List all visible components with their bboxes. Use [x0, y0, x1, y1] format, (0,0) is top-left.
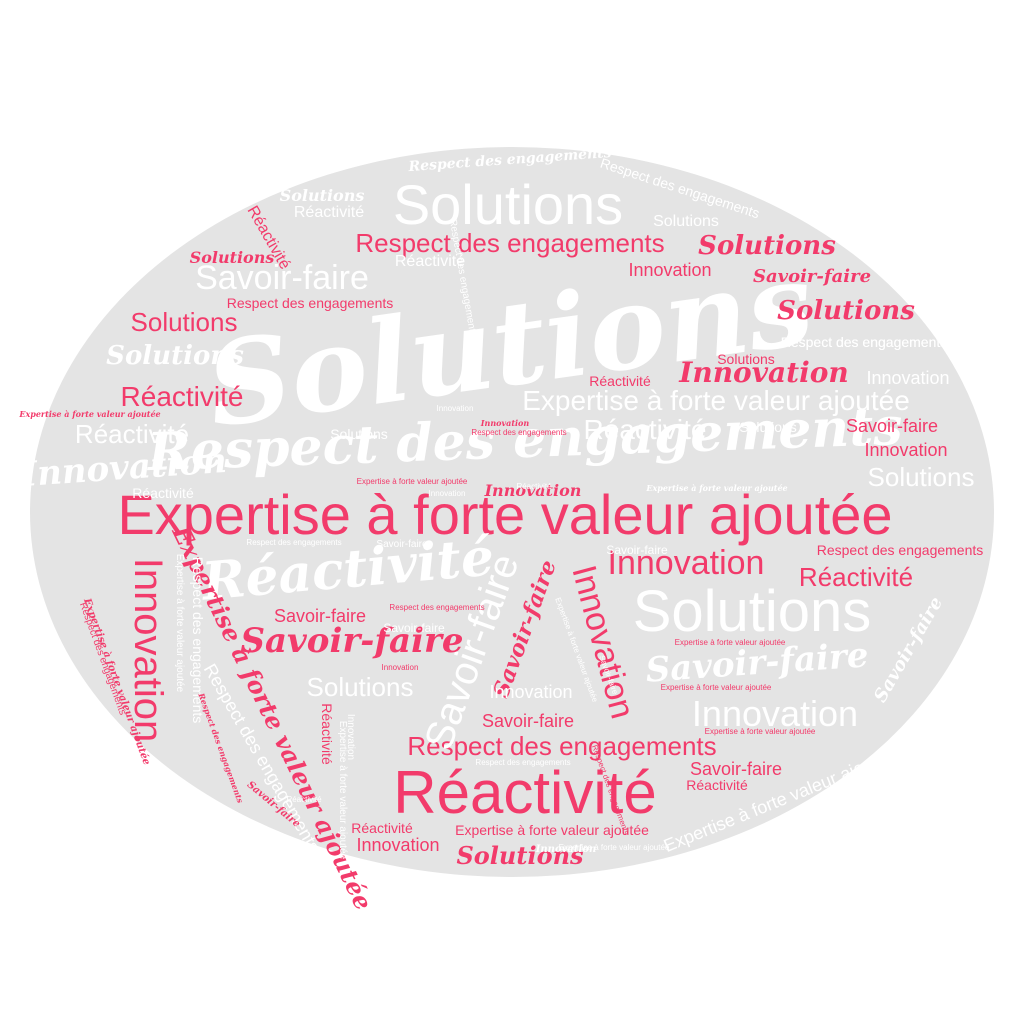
word-reactivite: Réactivité	[320, 703, 334, 764]
word-reactivite: Réactivité	[351, 821, 412, 835]
word-savoir-faire: Savoir-faire	[383, 622, 444, 634]
word-savoir-faire: Savoir-faire	[690, 760, 782, 778]
word-reactivite: Réactivité	[589, 374, 650, 388]
word-respect: Respect des engagements	[817, 543, 984, 557]
word-solutions: Solutions	[280, 188, 365, 204]
word-solutions: Solutions	[698, 233, 836, 259]
word-respect: Respect des engagements	[389, 604, 484, 612]
word-expertise: Expertise à forte valeur ajoutée	[661, 684, 772, 692]
word-expertise: Expertise à forte valeur ajoutée	[174, 554, 184, 692]
word-innovation: Innovation	[864, 441, 947, 459]
word-solutions: Solutions	[717, 352, 775, 366]
word-expertise: Expertise à forte valeur ajoutée	[646, 484, 787, 492]
word-reactivite: Réactivité	[75, 421, 189, 447]
word-reactivite: Réactivité	[799, 564, 913, 590]
word-respect: Respect des engagements	[246, 539, 341, 547]
word-reactivite: Réactivité	[516, 483, 551, 491]
word-innovation: Innovation	[382, 664, 419, 672]
word-innovation: Innovation	[429, 490, 466, 498]
word-innovation: Innovation	[536, 845, 597, 855]
word-solutions: Solutions	[131, 309, 238, 335]
word-reactivite: Réactivité	[121, 383, 244, 411]
word-solutions: Solutions	[777, 298, 915, 324]
word-solutions: Solutions	[653, 214, 719, 230]
word-solutions: Solutions	[106, 343, 244, 369]
word-innovation: Innovation	[437, 405, 474, 413]
word-respect: Respect des engagements	[471, 429, 566, 437]
word-innovation: Innovation	[489, 683, 572, 701]
word-reactivite: Réactivité	[686, 778, 747, 792]
word-savoir-faire: Savoir-faire	[376, 540, 427, 550]
word-innovation: Innovation	[628, 261, 711, 279]
word-solutions: Solutions	[307, 674, 414, 700]
word-expertise: Expertise à forte valeur ajoutée	[337, 721, 347, 859]
word-innovation: Innovation	[356, 836, 439, 854]
word-savoir-faire: Savoir-faire	[274, 607, 366, 625]
word-savoir-faire: Savoir-faire	[753, 268, 871, 286]
word-solutions: Solutions	[190, 250, 275, 266]
word-savoir-faire: Savoir-faire	[846, 417, 938, 435]
word-reactivite: Réactivité	[286, 796, 321, 804]
word-solutions: Solutions	[393, 177, 623, 233]
word-respect: Respect des engagements	[475, 759, 570, 767]
word-solutions: Solutions	[330, 427, 388, 441]
word-expertise: Expertise à forte valeur ajoutée	[522, 387, 910, 415]
word-innovation: Innovation	[481, 419, 529, 427]
word-reactivite: Réactivité	[584, 416, 707, 444]
word-expertise: Expertise à forte valeur ajoutée	[19, 410, 160, 418]
word-expertise: Expertise à forte valeur ajoutée	[357, 478, 468, 486]
word-savoir-faire: Savoir-faire	[606, 544, 667, 556]
word-respect: Respect des engagements	[227, 296, 394, 310]
word-reactivite: Réactivité	[294, 205, 364, 221]
word-expertise: Expertise à forte valeur ajoutée	[705, 728, 816, 736]
word-savoir-faire: Savoir-faire	[482, 712, 574, 730]
word-solutions: Solutions	[739, 420, 797, 434]
word-respect: Respect des engagements	[781, 335, 948, 349]
word-innovation: Innovation	[866, 369, 949, 387]
word-reactivite: Réactivité	[132, 486, 193, 500]
word-solutions: Solutions	[868, 464, 975, 490]
word-expertise: Expertise à forte valeur ajoutée	[675, 639, 786, 647]
